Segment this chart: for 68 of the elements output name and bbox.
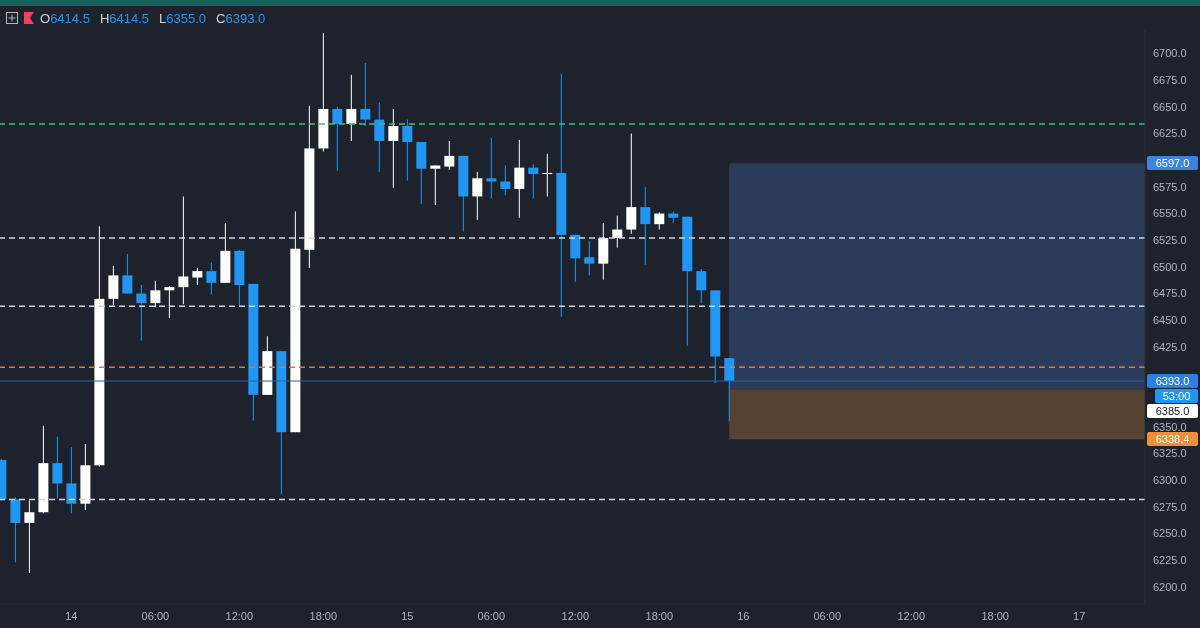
candlestick [164,285,175,319]
candlestick [724,357,735,423]
x-tick-label: 06:00 [813,609,842,622]
y-tick-label: 6200.0 [1153,580,1187,593]
x-tick-label: 06:00 [141,609,170,622]
y-tick-label: 6300.0 [1153,474,1187,487]
y-tick-label: 6250.0 [1153,527,1187,540]
y-tick-label: 6275.0 [1153,500,1187,513]
candlestick [542,153,553,197]
candlestick [626,132,637,235]
x-tick-label: 18:00 [645,609,674,622]
y-tick-label: 6650.0 [1153,100,1187,113]
y-tick-label: 6675.0 [1153,74,1187,87]
candlestick [472,171,483,221]
band-label: 6338.4 [1147,432,1198,447]
candlestick [66,446,77,514]
candlestick [332,106,343,172]
candlestick [10,496,21,563]
candlestick [640,186,651,266]
text: 53:00 [1155,389,1198,403]
candlestick [444,140,455,171]
y-tick-label: 6325.0 [1153,447,1187,460]
candlestick [108,265,119,306]
candlestick [584,240,595,276]
y-tick-label: 6225.0 [1153,554,1187,567]
x-tick-label: 15 [401,609,414,622]
y-tick-label: 6450.0 [1153,314,1187,327]
x-tick-label: 12:00 [897,609,926,622]
candlestick [374,102,385,173]
candlestick [514,139,525,219]
y-tick-label: 6475.0 [1153,287,1187,300]
candlestick [150,280,161,308]
candlestick [500,165,511,196]
y-tick-label: 6425.0 [1153,340,1187,353]
y-tick-label: 6700.0 [1153,47,1187,60]
candlestick [346,74,357,142]
x-tick-label: 18:00 [309,609,338,622]
candlestick [696,268,707,304]
candlestick [388,108,399,189]
candlestick [570,234,581,283]
candlestick [24,500,35,574]
x-tick-label: 06:00 [477,609,506,622]
y-tick-label: 6350.0 [1153,420,1187,433]
candlestick [206,262,217,296]
chart-title: O6414.5 H6414.5 L6355.0 C6393.0 [40,10,266,26]
candlestick [52,435,63,499]
candlestick [360,62,371,127]
candlestick [486,137,497,200]
candlestick [136,284,147,341]
x-tick-label: 14 [65,609,78,622]
candlestick [178,195,189,305]
ref-line-label: 6393.0 [1147,374,1198,388]
x-tick-label: 17 [1073,609,1086,622]
x-tick-label: 16 [737,609,750,622]
candlestick [402,119,413,181]
x-tick-label: 18:00 [981,609,1009,622]
band-label: 6597.0 [1147,156,1198,171]
x-tick-label: 12:00 [561,609,590,622]
y-tick-label: 6575.0 [1153,180,1187,193]
y-tick-label: 6550.0 [1153,207,1187,220]
candlestick [122,253,133,295]
y-tick-label: 6625.0 [1153,127,1187,140]
candlestick [528,163,539,200]
text: 6385.0 [1147,404,1198,418]
candlestick [430,165,441,206]
y-tick-label: 6525.0 [1153,234,1187,247]
x-tick-label: 12:00 [225,609,254,622]
y-tick-label: 6500.0 [1153,260,1187,273]
